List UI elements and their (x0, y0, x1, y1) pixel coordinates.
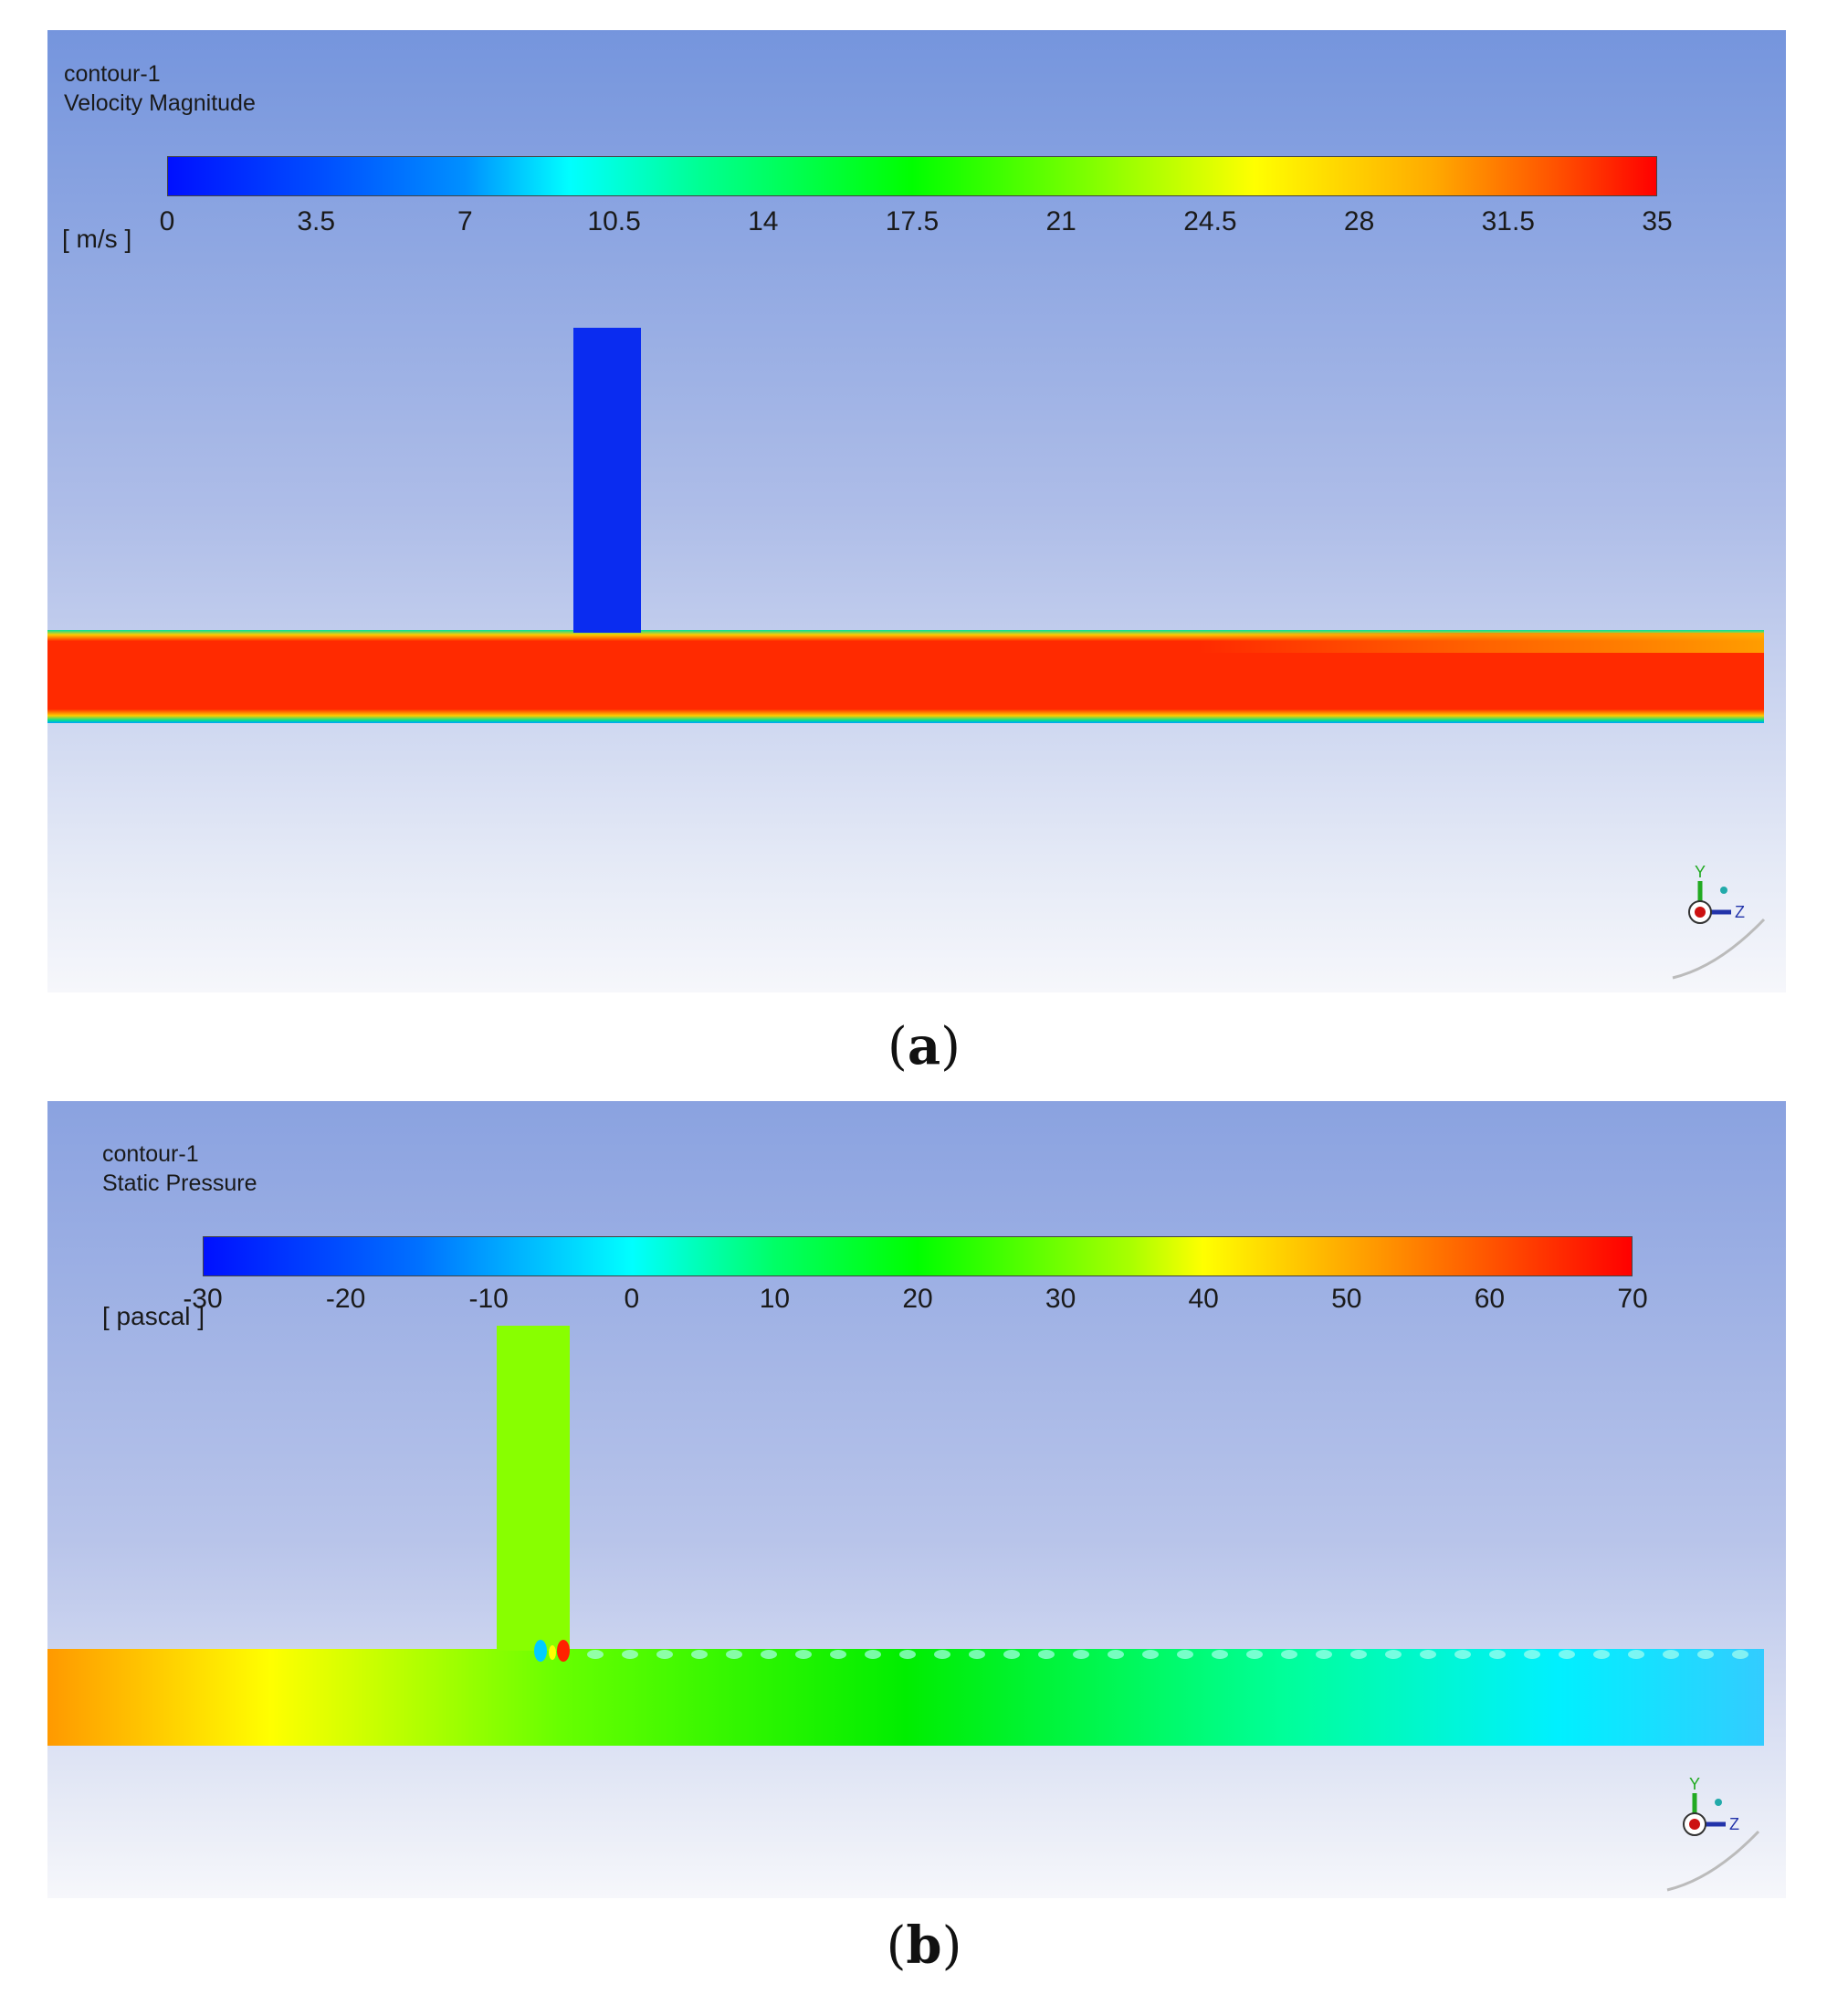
pressure-ripple (1663, 1650, 1679, 1659)
pressure-ripple (830, 1650, 846, 1659)
pressure-ripple (622, 1650, 638, 1659)
tick-label: 10.5 (587, 206, 641, 236)
pressure-ripple (969, 1650, 985, 1659)
caption-a: (a) (887, 1016, 961, 1076)
caption-b: (b) (886, 1916, 962, 1976)
pressure-ripple (1697, 1650, 1714, 1659)
caption-letter: a (907, 1016, 941, 1076)
branch-velocity-field (573, 328, 641, 633)
junction-disturbance (534, 1640, 570, 1662)
pressure-ripple (1628, 1650, 1644, 1659)
contour-name: contour-1 (102, 1141, 199, 1167)
tick-label: -10 (468, 1284, 509, 1314)
pressure-ripple (1593, 1650, 1610, 1659)
pressure-colorbar (203, 1236, 1633, 1276)
axis-triad (1672, 881, 1766, 980)
pressure-ripple (1350, 1650, 1367, 1659)
pressure-unit-label: [ pascal ] (102, 1302, 205, 1330)
tick-label: 40 (1188, 1284, 1219, 1314)
pressure-ripple (587, 1650, 604, 1659)
axis-y-label: Y (1695, 863, 1706, 881)
pressure-ripple (1454, 1650, 1471, 1659)
tick-label: 28 (1343, 206, 1375, 236)
pressure-ripple (1212, 1650, 1228, 1659)
pressure-ripple (795, 1650, 812, 1659)
pressure-ripple (1732, 1650, 1748, 1659)
pressure-ripple (1316, 1650, 1332, 1659)
tick-label: 0 (159, 206, 175, 236)
tick-label: 24.5 (1183, 206, 1237, 236)
axis-z-label: Z (1735, 903, 1745, 921)
pipe-pressure-field (47, 1649, 1764, 1746)
pressure-ripple (1073, 1650, 1089, 1659)
pressure-ripple (761, 1650, 777, 1659)
axis-triad (1666, 1793, 1760, 1892)
pressure-ripple (691, 1650, 708, 1659)
branch-pressure-field (497, 1326, 570, 1651)
tick-label: -30 (183, 1284, 223, 1314)
tick-label: 0 (624, 1284, 640, 1314)
axis-y-label: Y (1689, 1775, 1700, 1793)
pressure-ripple (1281, 1650, 1297, 1659)
pressure-ripple (1524, 1650, 1540, 1659)
tick-label: 17.5 (885, 206, 940, 236)
contour-quantity: Static Pressure (102, 1170, 257, 1196)
wall-pressure-ripples (587, 1650, 1748, 1659)
pressure-ripple (865, 1650, 881, 1659)
tick-label: 31.5 (1481, 206, 1535, 236)
pressure-ripple (1385, 1650, 1402, 1659)
velocity-unit-label: [ m/s ] (62, 225, 132, 253)
pressure-ripple (1559, 1650, 1575, 1659)
pressure-ripple (934, 1650, 950, 1659)
tick-label: 60 (1474, 1284, 1506, 1314)
tick-label: 35 (1642, 206, 1673, 236)
tick-label: 50 (1331, 1284, 1362, 1314)
pressure-ripple (726, 1650, 742, 1659)
pressure-ripple (656, 1650, 673, 1659)
pressure-ripple (1003, 1650, 1020, 1659)
pressure-ripple (1038, 1650, 1055, 1659)
tick-label: 21 (1045, 206, 1076, 236)
caption-letter: b (906, 1916, 942, 1976)
pressure-ripple (1177, 1650, 1193, 1659)
contour-quantity: Velocity Magnitude (64, 90, 256, 116)
tick-label: -20 (325, 1284, 366, 1314)
tick-label: 70 (1617, 1284, 1648, 1314)
velocity-contour-panel: contour-1 Velocity Magnitude [ m/s ] 0 3.… (47, 30, 1786, 992)
tick-label: 30 (1045, 1284, 1076, 1314)
pressure-contour-plot: Y Z (47, 1326, 1764, 1892)
pressure-ripple (1246, 1650, 1263, 1659)
axis-z-label: Z (1729, 1815, 1739, 1833)
tick-label: 3.5 (297, 206, 336, 236)
panel-background (47, 1101, 1786, 1898)
pressure-contour-panel: contour-1 Static Pressure [ pascal ] -30… (47, 1101, 1786, 1898)
pressure-ripple (1108, 1650, 1124, 1659)
pressure-ripple (899, 1650, 916, 1659)
pipe-turbulence-zone (1198, 633, 1764, 653)
tick-label: 7 (457, 206, 473, 236)
pressure-ripple (1420, 1650, 1436, 1659)
tick-label: 10 (759, 1284, 791, 1314)
pressure-ripple (1489, 1650, 1506, 1659)
pressure-ripple (1142, 1650, 1159, 1659)
velocity-contour-plot: Y Z (47, 328, 1766, 980)
tick-label: 14 (748, 206, 779, 236)
velocity-colorbar (167, 156, 1657, 196)
tick-label: 20 (902, 1284, 933, 1314)
contour-name: contour-1 (64, 61, 161, 87)
